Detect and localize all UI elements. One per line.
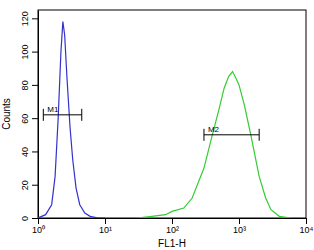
- x-tick-label: 10⁰: [32, 225, 45, 235]
- y-tick-mark: [32, 151, 38, 152]
- y-tick-mark: [32, 18, 38, 19]
- gate-label: M1: [47, 105, 59, 114]
- y-tick-mark: [32, 118, 38, 119]
- x-tick: 10²: [166, 218, 179, 235]
- plot: 10⁰ 10¹ 10² 10³ 10⁴ 0 20 40 60 80 100 120 M1 M2: [20, 10, 314, 235]
- chart: 10⁰ 10¹ 10² 10³ 10⁴ 0 20 40 60 80 100 120 M1 M2 FL1-H C…: [0, 0, 314, 250]
- x-tick-mark: [306, 218, 307, 224]
- y-tick: 80: [20, 80, 38, 90]
- y-tick-mark: [32, 52, 38, 53]
- series-group: [38, 22, 291, 218]
- plot-frame: [38, 10, 306, 218]
- y-tick-label: 40: [20, 147, 30, 157]
- x-tick-mark: [105, 218, 106, 224]
- gate-cap: [43, 109, 44, 121]
- y-axis: 0 20 40 60 80 100 120: [20, 11, 39, 222]
- y-tick: 100: [20, 45, 38, 60]
- gate-label: M2: [208, 125, 220, 134]
- gate-line: [204, 134, 259, 135]
- y-tick-label: 20: [20, 180, 30, 190]
- x-tick-mark: [38, 218, 39, 224]
- y-tick: 60: [20, 114, 38, 124]
- histogram-line: [137, 72, 291, 218]
- y-tick: 40: [20, 147, 38, 157]
- y-tick: 0: [20, 216, 38, 221]
- y-axis-title: Counts: [1, 98, 12, 130]
- y-axis-line: [38, 11, 39, 219]
- x-axis: 10⁰ 10¹ 10² 10³ 10⁴: [32, 218, 314, 235]
- x-tick-label: 10¹: [99, 225, 112, 235]
- gate-cap: [203, 129, 204, 141]
- y-tick: 120: [20, 11, 38, 26]
- y-tick-label: 60: [20, 114, 30, 124]
- x-tick-mark: [172, 218, 173, 224]
- x-tick-label: 10²: [166, 225, 179, 235]
- x-tick-mark: [239, 218, 240, 224]
- x-tick: 10³: [233, 218, 246, 235]
- y-tick-mark: [32, 218, 38, 219]
- x-tick-label: 10⁴: [300, 225, 314, 235]
- x-axis-title: FL1-H: [158, 238, 186, 249]
- y-tick: 20: [20, 180, 38, 190]
- histogram-line: [38, 22, 105, 218]
- x-tick: 10⁴: [300, 218, 314, 235]
- x-tick-label: 10³: [233, 225, 246, 235]
- x-tick: 10⁰: [32, 218, 45, 235]
- y-tick-mark: [32, 85, 38, 86]
- x-tick: 10¹: [99, 218, 112, 235]
- y-tick-label: 80: [20, 80, 30, 90]
- y-tick-label: 120: [20, 11, 30, 26]
- gate-cap: [81, 109, 82, 121]
- y-tick-label: 0: [20, 216, 30, 221]
- gate-line: [43, 114, 81, 115]
- y-tick-label: 100: [20, 45, 30, 60]
- y-tick-mark: [32, 185, 38, 186]
- gate-cap: [259, 129, 260, 141]
